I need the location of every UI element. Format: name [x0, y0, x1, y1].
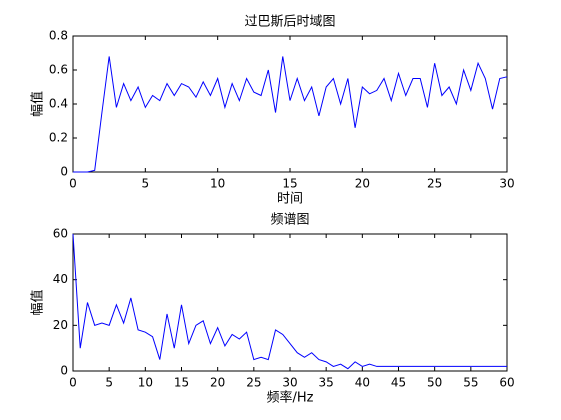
- x-tick-label: 15: [282, 177, 297, 191]
- y-axis-label: 幅值: [30, 91, 46, 117]
- y-tick-label: 20: [53, 318, 68, 332]
- x-tick-label: 60: [499, 376, 514, 390]
- x-tick-label: 30: [282, 376, 297, 390]
- x-tick-label: 35: [319, 376, 334, 390]
- y-tick-label: 0: [60, 364, 68, 378]
- x-tick-label: 5: [105, 376, 113, 390]
- y-tick-label: 0.8: [49, 29, 68, 43]
- data-line: [72, 233, 507, 370]
- x-tick-label: 10: [138, 376, 153, 390]
- axes-box: [72, 35, 508, 173]
- x-tick-label: 15: [174, 376, 189, 390]
- x-tick-label: 0: [69, 177, 77, 191]
- x-tick-label: 25: [246, 376, 261, 390]
- x-tick-label: 25: [427, 177, 442, 191]
- axes-box: [72, 233, 508, 372]
- x-axis-label: 频率/Hz: [267, 390, 314, 406]
- x-axis-label: 时间: [277, 192, 303, 207]
- y-tick-label: 40: [53, 272, 68, 286]
- chart-title: 频谱图: [270, 213, 309, 228]
- x-tick-label: 20: [355, 177, 370, 191]
- x-tick-label: 50: [427, 376, 442, 390]
- y-tick-label: 0: [60, 165, 68, 179]
- y-axis-label: 幅值: [30, 289, 46, 315]
- x-tick-label: 10: [210, 177, 225, 191]
- data-line: [73, 56, 508, 173]
- x-tick-label: 20: [210, 376, 225, 390]
- chart-title: 过巴斯后时域图: [244, 15, 335, 30]
- y-tick-label: 0.4: [49, 97, 68, 111]
- x-tick-label: 40: [355, 376, 370, 390]
- x-tick-label: 45: [391, 376, 406, 390]
- x-tick-label: 5: [142, 177, 150, 191]
- x-tick-label: 30: [499, 177, 514, 191]
- x-tick-label: 0: [69, 376, 77, 390]
- y-tick-label: 0.2: [49, 131, 68, 145]
- y-tick-label: 60: [53, 227, 68, 241]
- y-tick-label: 0.6: [49, 63, 68, 77]
- x-tick-label: 55: [463, 376, 478, 390]
